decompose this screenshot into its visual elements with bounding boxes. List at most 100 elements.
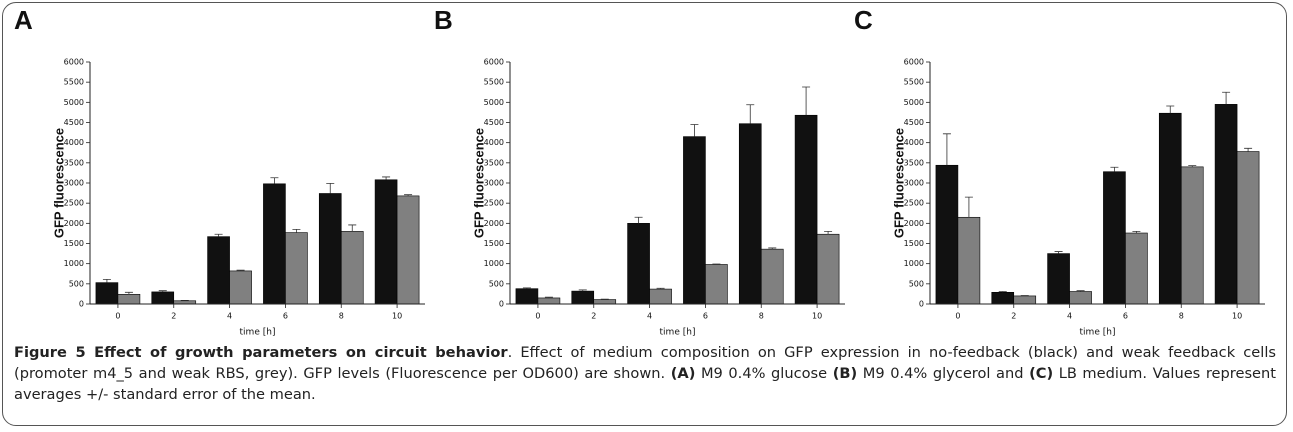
caption-text: LB medium. Values represent averages +/-… <box>14 365 1276 403</box>
error-bar <box>1166 105 1175 114</box>
error-bar <box>1110 166 1119 172</box>
error-bar <box>578 289 587 292</box>
error-bar <box>1188 165 1197 167</box>
bar <box>207 236 230 305</box>
bar <box>816 233 840 305</box>
bar <box>957 216 981 305</box>
y-tick-label: 5500 <box>904 78 924 87</box>
error-bar <box>746 104 755 124</box>
error-bar <box>382 176 391 180</box>
y-tick-label: 5500 <box>64 78 84 87</box>
error-bar <box>656 287 665 290</box>
bar <box>1069 291 1092 305</box>
x-tick-label: 4 <box>1067 312 1072 321</box>
x-tick-label: 10 <box>812 312 822 321</box>
panel-label: A <box>14 5 33 35</box>
error-bar <box>1054 251 1063 254</box>
panel-label: C <box>854 5 873 35</box>
error-bar <box>544 296 553 298</box>
error-bar <box>690 124 699 137</box>
error-bar <box>102 278 111 283</box>
x-tick-label: 8 <box>759 312 764 321</box>
y-tick-label: 4000 <box>904 138 924 147</box>
y-tick-label: 3500 <box>484 158 504 167</box>
error-bar <box>1222 91 1231 105</box>
y-tick-label: 3000 <box>904 179 924 188</box>
x-tick-label: 2 <box>171 312 176 321</box>
bar <box>1103 171 1126 305</box>
y-tick-label: 3000 <box>64 179 84 188</box>
bar <box>1236 151 1260 305</box>
y-tick-label: 1000 <box>484 259 504 268</box>
y-tick-label: 500 <box>909 279 924 288</box>
error-bar <box>824 231 833 235</box>
y-tick-label: 6000 <box>904 58 924 67</box>
y-axis-label: GFP fluorescence <box>471 128 486 238</box>
x-axis-label: time [h] <box>240 328 276 337</box>
bar <box>1214 104 1238 305</box>
x-tick-label: 0 <box>535 312 540 321</box>
bar <box>1158 112 1182 305</box>
y-tick-label: 3500 <box>904 158 924 167</box>
y-tick-label: 5000 <box>904 98 924 107</box>
error-bar <box>124 291 133 295</box>
x-tick-label: 2 <box>1011 312 1016 321</box>
bar <box>374 179 398 305</box>
y-tick-label: 3000 <box>484 179 504 188</box>
y-tick-label: 2500 <box>484 199 504 208</box>
bar <box>593 299 617 305</box>
y-tick-label: 5000 <box>64 98 84 107</box>
error-bar <box>326 183 335 194</box>
bar <box>991 292 1015 305</box>
x-tick-label: 4 <box>227 312 232 321</box>
y-tick-label: 4500 <box>484 118 504 127</box>
bar <box>1047 253 1070 305</box>
error-bar <box>998 291 1007 293</box>
y-tick-label: 0 <box>499 300 504 309</box>
y-tick-label: 5500 <box>484 78 504 87</box>
bar <box>1180 166 1204 305</box>
y-tick-label: 2000 <box>64 219 84 228</box>
caption-text: . Effect of medium composition on GFP ex… <box>14 344 1276 382</box>
error-bar <box>1132 231 1141 234</box>
bar <box>1013 295 1037 305</box>
charts: A GFP fluorescence time [h] 0 500 1000 1500 200… <box>14 5 1265 337</box>
x-tick-label: 8 <box>1179 312 1184 321</box>
bar <box>683 136 706 305</box>
caption-ref: (B) <box>832 365 858 382</box>
y-tick-label: 2500 <box>64 199 84 208</box>
bar <box>263 183 286 305</box>
bar <box>117 294 141 305</box>
bar <box>760 248 784 305</box>
bar <box>627 223 650 305</box>
y-tick-label: 4000 <box>64 138 84 147</box>
x-axis-label: time [h] <box>1080 328 1116 337</box>
bar <box>571 290 595 305</box>
bar <box>95 282 119 305</box>
error-bar <box>158 290 167 292</box>
bar <box>515 288 539 305</box>
error-bar <box>270 177 279 184</box>
x-tick-label: 6 <box>703 312 708 321</box>
y-tick-label: 1000 <box>904 259 924 268</box>
bar <box>935 164 959 305</box>
bar <box>229 270 252 305</box>
y-tick-label: 4500 <box>904 118 924 127</box>
y-tick-label: 1500 <box>484 239 504 248</box>
error-bar <box>802 86 811 116</box>
error-bar <box>522 287 531 289</box>
x-tick-label: 4 <box>647 312 652 321</box>
y-tick-label: 1000 <box>64 259 84 268</box>
y-tick-label: 2000 <box>904 219 924 228</box>
bar <box>318 193 342 305</box>
x-tick-label: 2 <box>591 312 596 321</box>
caption-ref: (A) <box>670 365 696 382</box>
bar <box>396 195 420 305</box>
y-tick-label: 5000 <box>484 98 504 107</box>
y-tick-label: 2500 <box>904 199 924 208</box>
bar <box>649 288 672 305</box>
error-bar <box>236 269 245 271</box>
x-axis-label: time [h] <box>660 328 696 337</box>
caption: Figure 5 Effect of growth parameters on … <box>14 342 1276 405</box>
caption-title: Figure 5 Effect of growth parameters on … <box>14 344 508 361</box>
